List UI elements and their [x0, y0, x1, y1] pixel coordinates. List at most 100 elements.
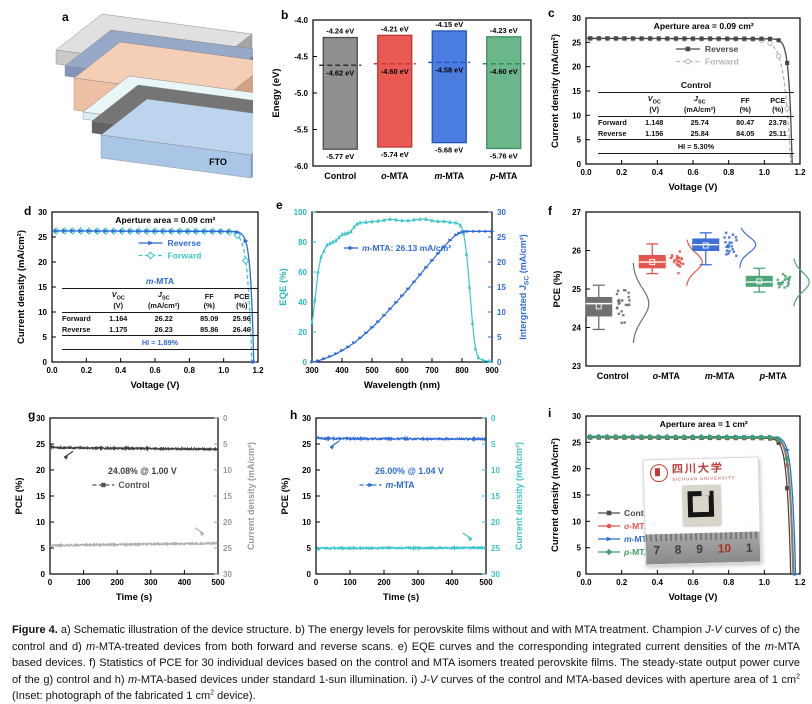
- eqe-chart: 300 400 500 600 700 800 9000204060801000510152…: [278, 208, 530, 391]
- svg-text:0.0: 0.0: [580, 168, 592, 177]
- svg-text:0.8: 0.8: [184, 366, 196, 375]
- svg-text:0.8: 0.8: [723, 578, 735, 587]
- svg-text:27: 27: [572, 208, 581, 217]
- svg-text:o-MTA: o-MTA: [653, 371, 681, 381]
- panel-c-letter: c: [548, 6, 555, 20]
- svg-text:30: 30: [572, 412, 581, 421]
- svg-text:Control: Control: [624, 508, 655, 518]
- svg-text:15: 15: [223, 492, 232, 501]
- svg-text:500: 500: [479, 578, 493, 587]
- svg-text:100: 100: [77, 578, 91, 587]
- svg-text:5: 5: [491, 440, 496, 449]
- svg-text:30: 30: [36, 414, 45, 423]
- svg-text:-4.62 eV: -4.62 eV: [326, 68, 354, 77]
- svg-text:20: 20: [491, 518, 500, 527]
- svg-text:m-MTA: 26.13 mA/cm²: m-MTA: 26.13 mA/cm²: [362, 243, 451, 253]
- svg-text:-4.5: -4.5: [294, 53, 308, 62]
- svg-text:26.00% @ 1.04 V: 26.00% @ 1.04 V: [375, 466, 444, 476]
- energy-level-chart: -4.0 -4.5 -5.0 -5.5 -6.0 Enegy (eV) -4.24 eV -4…: [271, 16, 532, 181]
- svg-text:20: 20: [36, 466, 45, 475]
- svg-text:400: 400: [445, 578, 459, 587]
- svg-text:400: 400: [178, 578, 192, 587]
- panel-e-eqe: e 300 400 500 600 700 800 900 0 20 40 60 80 100 0 5 10 1…: [270, 196, 540, 402]
- panel-g-letter: g: [28, 408, 36, 422]
- svg-text:25: 25: [302, 440, 311, 449]
- device-photo-inset: 四川大学 SICHUAN UNIVERSITY 7 8 9 10 1: [642, 456, 762, 566]
- svg-text:Forward: Forward: [705, 57, 739, 67]
- svg-text:Voltage (V): Voltage (V): [669, 592, 718, 603]
- svg-text:-5.0: -5.0: [294, 89, 308, 98]
- svg-text:30: 30: [491, 570, 500, 579]
- svg-text:EQE (%): EQE (%): [278, 268, 289, 305]
- pce-box-chart: 23 24 25 26 27 PCE (%) Control o-MTA m-MTA p-MTA: [552, 208, 810, 381]
- jv-table-mmta: m-MTA VOC (V) JSC (mA/cm²) FF (%) PCE (%) Forward…: [62, 276, 258, 351]
- svg-text:10: 10: [572, 111, 581, 120]
- svg-text:0: 0: [314, 578, 319, 587]
- svg-text:p-MTA: p-MTA: [623, 547, 650, 557]
- svg-text:0.4: 0.4: [652, 578, 664, 587]
- svg-text:25: 25: [572, 38, 581, 47]
- svg-text:5: 5: [307, 544, 312, 553]
- svg-text:25: 25: [223, 544, 232, 553]
- svg-text:0.2: 0.2: [81, 366, 93, 375]
- svg-text:Enegy (eV): Enegy (eV): [271, 68, 282, 117]
- jv-chart-1cm2: 0.0 0.2 0.4 0.6 0.8 1.0 1.2 0 5 10 15 20 25 30 Voltage…: [550, 412, 806, 603]
- svg-text:700: 700: [425, 366, 439, 375]
- svg-text:400: 400: [335, 366, 349, 375]
- svg-text:60: 60: [298, 268, 307, 277]
- panel-e-letter: e: [276, 198, 283, 212]
- svg-text:-4.58 eV: -4.58 eV: [435, 65, 463, 74]
- svg-text:Current density (mA/cm²): Current density (mA/cm²): [16, 230, 27, 344]
- svg-text:Control: Control: [597, 371, 629, 381]
- svg-text:0: 0: [307, 570, 312, 579]
- svg-text:0.0: 0.0: [46, 366, 58, 375]
- svg-text:0: 0: [223, 414, 228, 423]
- svg-text:5: 5: [41, 544, 46, 553]
- svg-text:Current density (mA/cm²): Current density (mA/cm²): [246, 442, 256, 550]
- svg-text:15: 15: [38, 283, 47, 292]
- panel-i-letter: i: [548, 406, 552, 420]
- svg-text:1.0: 1.0: [759, 168, 771, 177]
- svg-text:Current density (mA/cm²): Current density (mA/cm²): [514, 442, 524, 550]
- svg-text:0: 0: [41, 570, 46, 579]
- svg-text:o-MTA: o-MTA: [381, 171, 409, 181]
- svg-text:PCE (%): PCE (%): [14, 478, 25, 515]
- svg-text:25: 25: [572, 438, 581, 447]
- svg-text:Current density (mA/cm²): Current density (mA/cm²): [550, 34, 561, 148]
- svg-text:20: 20: [223, 518, 232, 527]
- panel-a-letter: a: [62, 10, 69, 24]
- svg-text:15: 15: [491, 492, 500, 501]
- svg-text:5: 5: [223, 440, 228, 449]
- panel-c-jv-control: c 0.0 0.2 0.4 0.6 0.8 1.0 1.2 0 5 10 15 20 25 30 Volta…: [540, 4, 812, 196]
- svg-text:-4.23 eV: -4.23 eV: [490, 26, 518, 35]
- svg-text:-5.77 eV: -5.77 eV: [326, 152, 354, 161]
- svg-text:1.0: 1.0: [759, 578, 771, 587]
- panel-d-letter: d: [24, 204, 32, 218]
- panel-g-steady-control: g 0 100 200 300 400 500 0 5 10 15 20 25 30 0 5 10 15 20 25…: [6, 402, 276, 614]
- svg-text:600: 600: [395, 366, 409, 375]
- svg-text:30: 30: [38, 208, 47, 217]
- svg-text:m-MTA: m-MTA: [624, 534, 653, 544]
- fabricated-device-photo: [644, 481, 760, 529]
- panel-b-energy-levels: b -4.0 -4.5 -5.0 -5.5 -6.0 Enegy (eV) -4.24 eV…: [253, 4, 540, 196]
- svg-text:20: 20: [572, 63, 581, 72]
- svg-text:1.2: 1.2: [252, 366, 264, 375]
- svg-text:300: 300: [411, 578, 425, 587]
- svg-text:40: 40: [298, 298, 307, 307]
- panel-b-letter: b: [281, 8, 289, 22]
- svg-text:200: 200: [377, 578, 391, 587]
- svg-text:0: 0: [43, 358, 48, 367]
- svg-text:0: 0: [48, 578, 53, 587]
- svg-text:0.6: 0.6: [149, 366, 161, 375]
- panel-d-jv-mmta: d 0.0 0.2 0.4 0.6 0.8 1.0 1.2 0 5 10 15 20 25 30 Volta…: [6, 196, 270, 402]
- svg-text:200: 200: [111, 578, 125, 587]
- svg-text:0.2: 0.2: [616, 168, 628, 177]
- svg-text:26: 26: [572, 247, 581, 256]
- svg-text:0.0: 0.0: [580, 578, 592, 587]
- svg-text:10: 10: [223, 466, 232, 475]
- solar-cell-device: [682, 484, 722, 526]
- panel-h-steady-mmta: h 0 100 200 300 400 500 0 5 10 15 20 25 30 0 5 10 15 20 25…: [276, 402, 540, 614]
- svg-text:Aperture area = 0.09 cm²: Aperture area = 0.09 cm²: [654, 21, 754, 31]
